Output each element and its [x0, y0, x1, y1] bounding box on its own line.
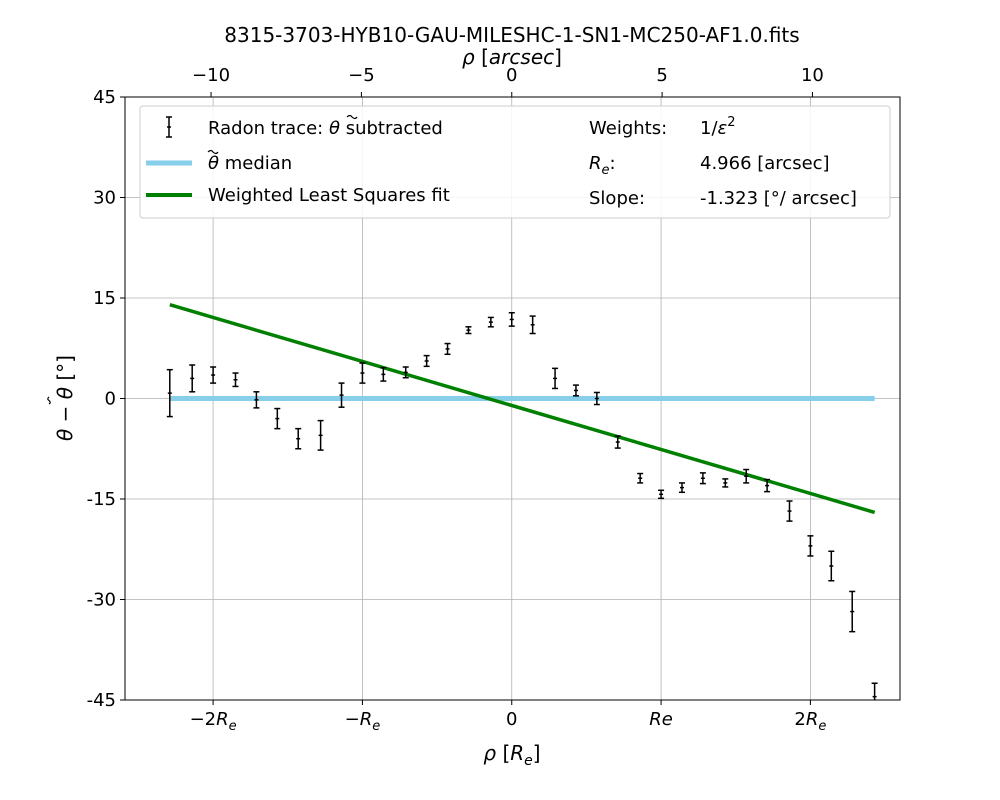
data-point: [465, 326, 472, 335]
data-point: [166, 368, 173, 418]
top-x-tick-label: −5: [348, 65, 375, 86]
legend-item-fit: Weighted Least Squares fit: [208, 185, 450, 206]
data-point: [764, 478, 771, 493]
top-x-tick-label: 10: [801, 65, 824, 86]
info-slope-label: Slope:: [589, 188, 645, 209]
data-point: [849, 590, 856, 633]
data-point: [487, 316, 494, 328]
data-point: [274, 407, 281, 430]
y-tick-label: -45: [87, 690, 116, 711]
fit-series: [169, 303, 876, 515]
data-point: [317, 419, 324, 451]
x-axis-label: ρ [Re]: [483, 741, 540, 769]
data-point: [380, 366, 387, 382]
y-tick-label: 0: [105, 389, 116, 410]
data-point: [722, 478, 729, 488]
y-axis: 45 30 15 0 -15 -30 -45: [87, 87, 125, 711]
data-point: [572, 384, 579, 397]
data-point: [359, 362, 366, 384]
y-tick-label: 30: [93, 188, 116, 209]
data-point: [637, 472, 644, 484]
y-tick-label: 45: [93, 87, 116, 108]
info-re-value: 4.966 [arcsec]: [700, 153, 830, 174]
info-weights-label: Weights:: [589, 118, 667, 139]
bottom-x-axis: −2Re −Re 0 Re 2Re: [190, 700, 826, 734]
y-axis-label-tilde: [47, 396, 51, 405]
data-point: [232, 372, 239, 388]
data-point: [444, 342, 451, 356]
fit-line: [169, 303, 876, 515]
data-point: [295, 427, 302, 450]
legend-box: [139, 105, 891, 219]
data-point: [189, 364, 196, 393]
legend-item-median: θ median: [208, 153, 292, 174]
data-point: [402, 366, 409, 379]
data-point: [508, 311, 515, 327]
chart-title: 8315-3703-HYB10-GAU-MILESHC-1-SN1-MC250-…: [224, 23, 799, 47]
y-tick-label: -15: [87, 489, 116, 510]
top-x-axis-label: ρ [arcsec]: [462, 45, 562, 69]
data-point: [338, 382, 345, 408]
data-point: [678, 482, 685, 494]
data-point: [699, 472, 706, 485]
y-tick-label: 15: [93, 288, 116, 309]
data-point: [786, 500, 793, 522]
info-weights-value: 1/ε2: [700, 115, 736, 139]
radon-trace-series: [166, 311, 878, 700]
data-point: [807, 535, 814, 557]
data-point: [552, 367, 559, 390]
x-tick-label: Re: [649, 709, 673, 730]
data-point: [210, 366, 217, 384]
x-tick-label: −Re: [345, 709, 381, 734]
top-x-tick-label: 5: [656, 65, 667, 86]
top-x-axis: −10 −5 0 5 10: [192, 65, 824, 97]
info-re-label: Re:: [589, 153, 616, 178]
legend-radon-tilde: [346, 114, 358, 120]
data-point: [871, 682, 878, 700]
x-tick-label: 2Re: [794, 709, 826, 734]
x-tick-label: 0: [506, 709, 517, 730]
y-tick-label: -30: [87, 590, 116, 611]
data-point: [529, 315, 536, 335]
legend-median-tilde: [207, 149, 219, 155]
data-point: [614, 435, 621, 449]
legend: Radon trace: θ subtracted θ median Weigh…: [139, 105, 891, 219]
data-point: [658, 489, 665, 500]
top-x-tick-label: 0: [506, 65, 517, 86]
top-x-tick-label: −10: [192, 65, 230, 86]
data-point: [593, 391, 600, 406]
data-point: [828, 550, 835, 582]
data-point: [743, 468, 750, 484]
data-point: [423, 354, 430, 368]
data-point: [253, 391, 260, 409]
legend-errorbar-marker: [166, 116, 172, 138]
y-axis-label: θ − θ [°]: [53, 355, 77, 441]
info-slope-value: -1.323 [°/ arcsec]: [700, 188, 857, 209]
legend-item-radon-trace: Radon trace: θ subtracted: [208, 118, 443, 139]
x-tick-label: −2Re: [190, 709, 237, 734]
